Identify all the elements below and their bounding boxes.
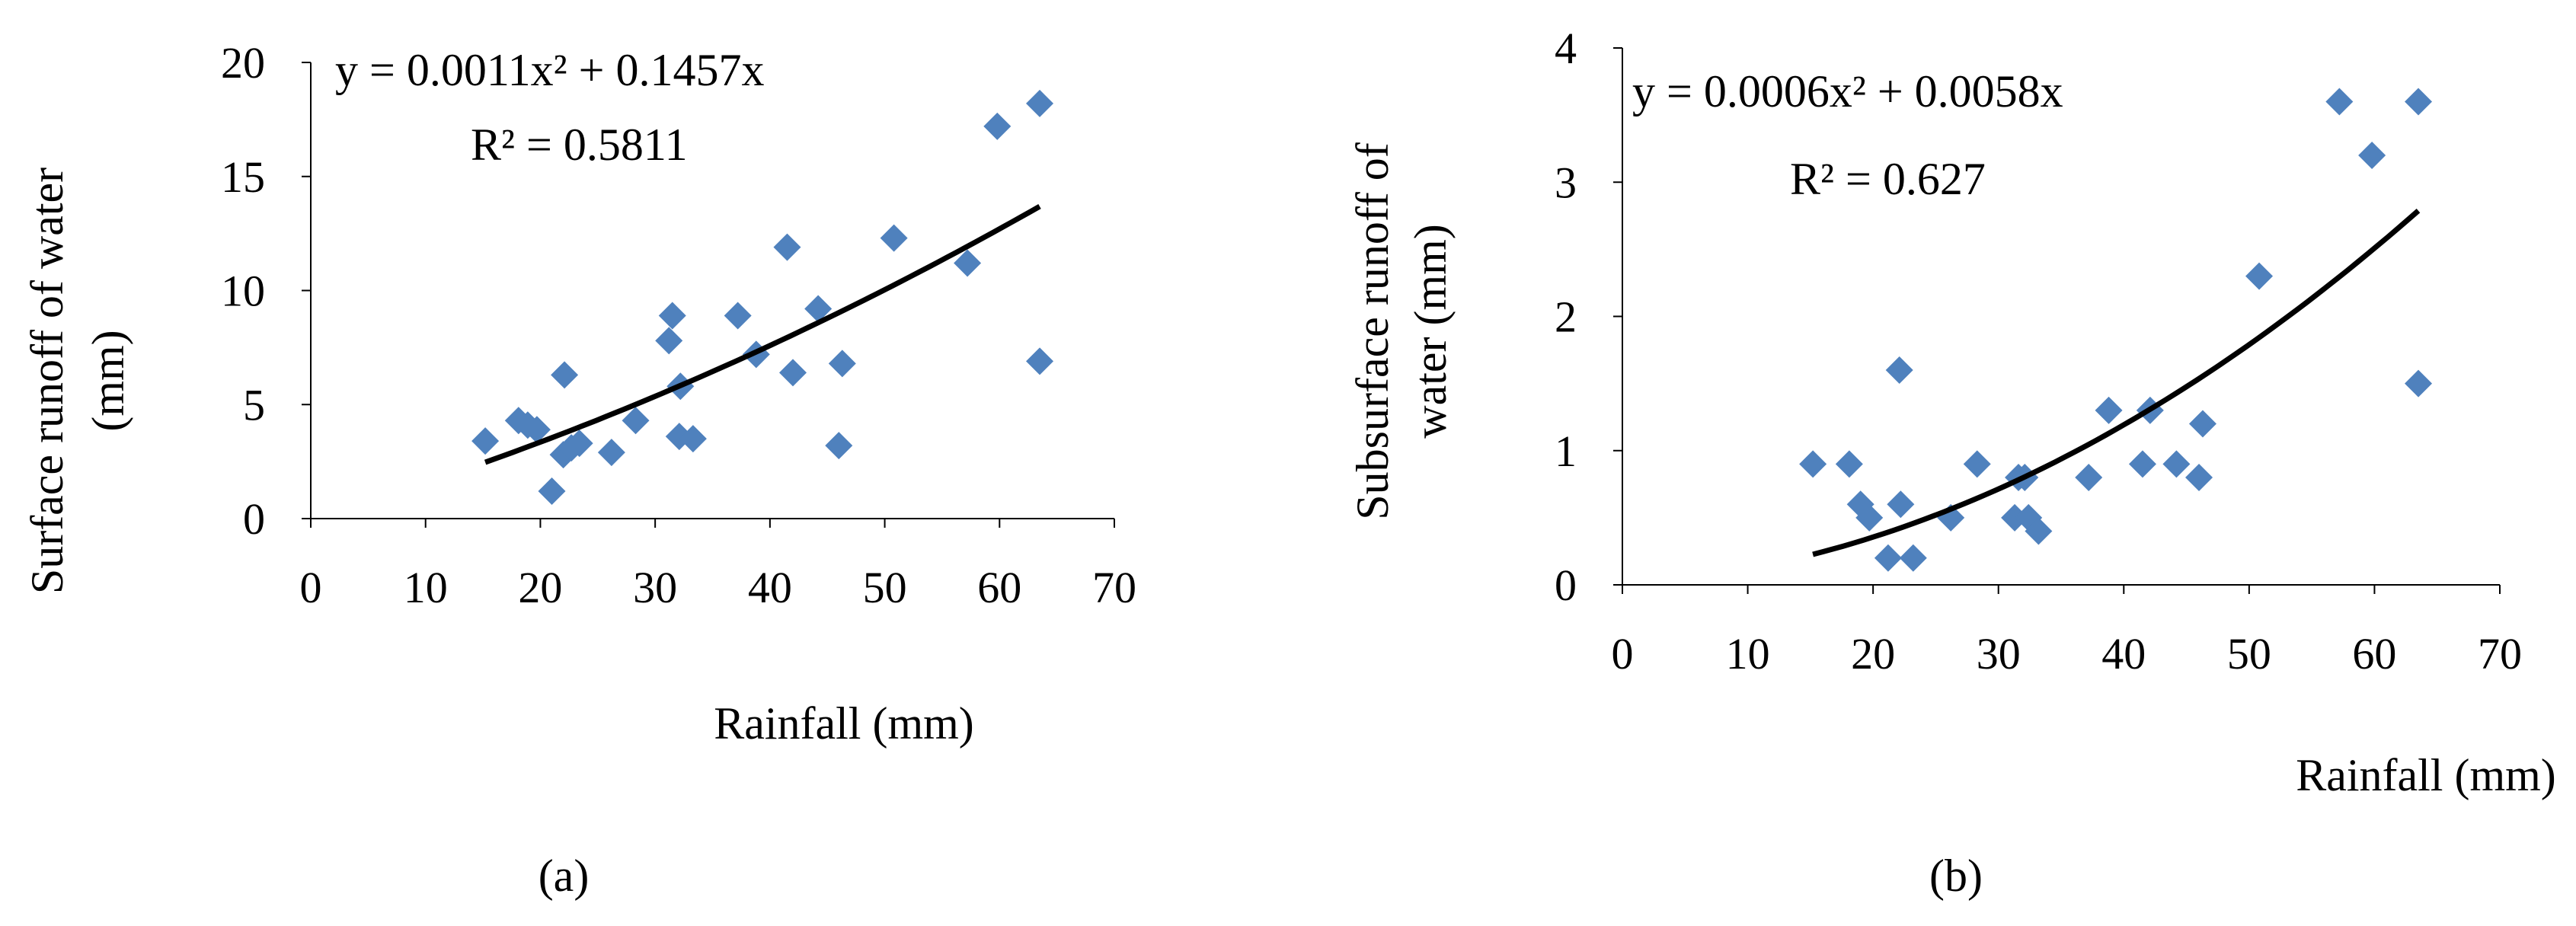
chart-b-data-point: [2405, 369, 2433, 398]
chart-a-data-point: [779, 359, 807, 387]
chart-b-data-point: [1855, 503, 1884, 532]
chart-a-x-axis-label: Rainfall (mm): [714, 698, 974, 749]
chart-b-y-axis-label: Subsurface runoff of water (mm): [1347, 142, 1456, 519]
chart-b-data-point: [2128, 450, 2156, 478]
chart-b-axes: [1613, 47, 2501, 594]
chart-b-data-point: [1963, 450, 1991, 478]
chart-a-data-point: [880, 224, 908, 252]
chart-b-y-tick-label: 3: [1555, 158, 1577, 207]
chart-b-trendline: [1812, 209, 2421, 557]
chart-b-y-axis-label-line1: Subsurface runoff of: [1347, 142, 1398, 519]
chart-b-y-tick-labels: 0 1 2 3 4: [1555, 24, 1577, 610]
chart-a-data-point: [538, 477, 566, 506]
chart-a-y-axis-label-line1: Surface runoff of water: [22, 168, 72, 594]
chart-b-data-point: [2185, 464, 2213, 491]
chart-a-data-point: [655, 327, 683, 355]
chart-b-panel-label: (b): [1929, 851, 1983, 901]
chart-a-x-tick-label: 0: [300, 563, 322, 612]
chart-b-y-axis-label-line2: water (mm): [1405, 224, 1456, 439]
chart-a-x-tick-label: 10: [404, 563, 448, 612]
chart-a-data-point: [724, 302, 752, 330]
chart-a-y-tick-label: 0: [243, 494, 265, 544]
chart-a-data-point: [551, 361, 579, 389]
chart-b-data-point: [1799, 450, 1827, 478]
chart-a-x-tick-label: 60: [977, 563, 1021, 612]
chart-a-x-tick-labels: 0 10 20 30 40 50 60 70: [300, 563, 1137, 612]
chart-b-data-point: [1899, 544, 1927, 572]
chart-a-y-axis-label-line2: (mm): [83, 330, 133, 431]
chart-b-data-point: [1835, 450, 1863, 478]
chart-a-r-squared: R² = 0.5811: [471, 120, 688, 170]
chart-b-x-tick-label: 0: [1612, 629, 1634, 679]
chart-a-data-point: [679, 425, 707, 453]
chart-b-data-point: [2405, 88, 2433, 116]
chart-a-axes: [302, 62, 1115, 528]
chart-a-data-point: [825, 432, 853, 460]
chart-a-data-point: [773, 233, 801, 261]
chart-a-x-tick-label: 50: [863, 563, 907, 612]
chart-b-data-point: [2245, 262, 2274, 290]
chart-a: 0 10 20 30 40 50 60 70 0 5 10 15 20 y = 0.0011x² + …: [22, 38, 1136, 901]
chart-b-y-tick-label: 2: [1555, 292, 1577, 342]
chart-a-data-point: [471, 427, 500, 455]
chart-b-data-point: [1874, 544, 1902, 572]
chart-a-x-tick-label: 20: [518, 563, 562, 612]
chart-b-y-tick-label: 4: [1555, 24, 1577, 73]
chart-a-data-point: [658, 302, 686, 330]
chart-b-r-squared: R² = 0.627: [1790, 154, 1986, 204]
chart-b-data-point: [2095, 396, 2123, 424]
chart-b-x-tick-label: 50: [2227, 629, 2271, 679]
chart-a-data-point: [565, 429, 593, 458]
chart-b-data-point: [2188, 410, 2216, 438]
chart-a-data-point: [597, 439, 625, 467]
chart-b-x-axis-label: Rainfall (mm): [2296, 750, 2556, 800]
chart-b-data-point: [2075, 464, 2103, 491]
chart-a-y-tick-label: 15: [221, 152, 265, 202]
chart-a-panel-label: (a): [539, 851, 590, 901]
chart-a-data-point: [1026, 347, 1054, 375]
chart-a-y-tick-label: 10: [221, 267, 265, 316]
chart-b-x-tick-label: 30: [1977, 629, 2021, 679]
chart-a-trendline: [484, 204, 1041, 465]
chart-a-data-point: [523, 416, 551, 444]
chart-b-data-point: [1887, 490, 1915, 519]
chart-a-data-point: [622, 407, 650, 435]
chart-b-equation: y = 0.0006x² + 0.0058x: [1632, 66, 2063, 117]
chart-a-points: [471, 89, 1054, 506]
chart-a-x-tick-label: 40: [748, 563, 792, 612]
chart-a-data-point: [954, 249, 982, 277]
chart-b-x-tick-label: 10: [1726, 629, 1770, 679]
chart-b-x-tick-label: 70: [2478, 629, 2522, 679]
chart-b-x-tick-labels: 0 10 20 30 40 50 60 70: [1612, 629, 2523, 679]
chart-b-x-tick-label: 20: [1851, 629, 1895, 679]
chart-a-data-point: [828, 350, 856, 378]
chart-a-equation: y = 0.0011x² + 0.1457x: [335, 45, 764, 95]
chart-b-y-tick-label: 0: [1555, 560, 1577, 610]
chart-a-data-point: [804, 295, 833, 323]
chart-b-data-point: [1885, 356, 1913, 384]
chart-a-data-point: [983, 112, 1012, 140]
chart-b-data-point: [2001, 503, 2029, 532]
chart-b-y-tick-label: 1: [1555, 426, 1577, 476]
chart-a-y-tick-label: 5: [243, 380, 265, 429]
chart-b: 0 10 20 30 40 50 60 70 0 1 2 3 4 y = 0.0006x² + 0.0…: [1347, 24, 2556, 901]
chart-b-data-point: [2358, 142, 2386, 169]
chart-b-data-point: [2325, 88, 2354, 116]
chart-a-data-point: [1026, 89, 1054, 117]
chart-b-x-tick-label: 60: [2352, 629, 2396, 679]
chart-b-points: [1799, 88, 2433, 572]
chart-a-x-tick-label: 30: [633, 563, 677, 612]
chart-b-data-point: [2025, 517, 2053, 545]
chart-b-x-tick-label: 40: [2101, 629, 2146, 679]
chart-b-data-point: [2162, 450, 2191, 478]
chart-a-y-tick-label: 20: [221, 38, 265, 88]
chart-a-x-tick-label: 70: [1092, 563, 1136, 612]
chart-a-y-tick-labels: 0 5 10 15 20: [221, 38, 265, 544]
chart-a-y-axis-label: Surface runoff of water (mm): [22, 168, 133, 594]
